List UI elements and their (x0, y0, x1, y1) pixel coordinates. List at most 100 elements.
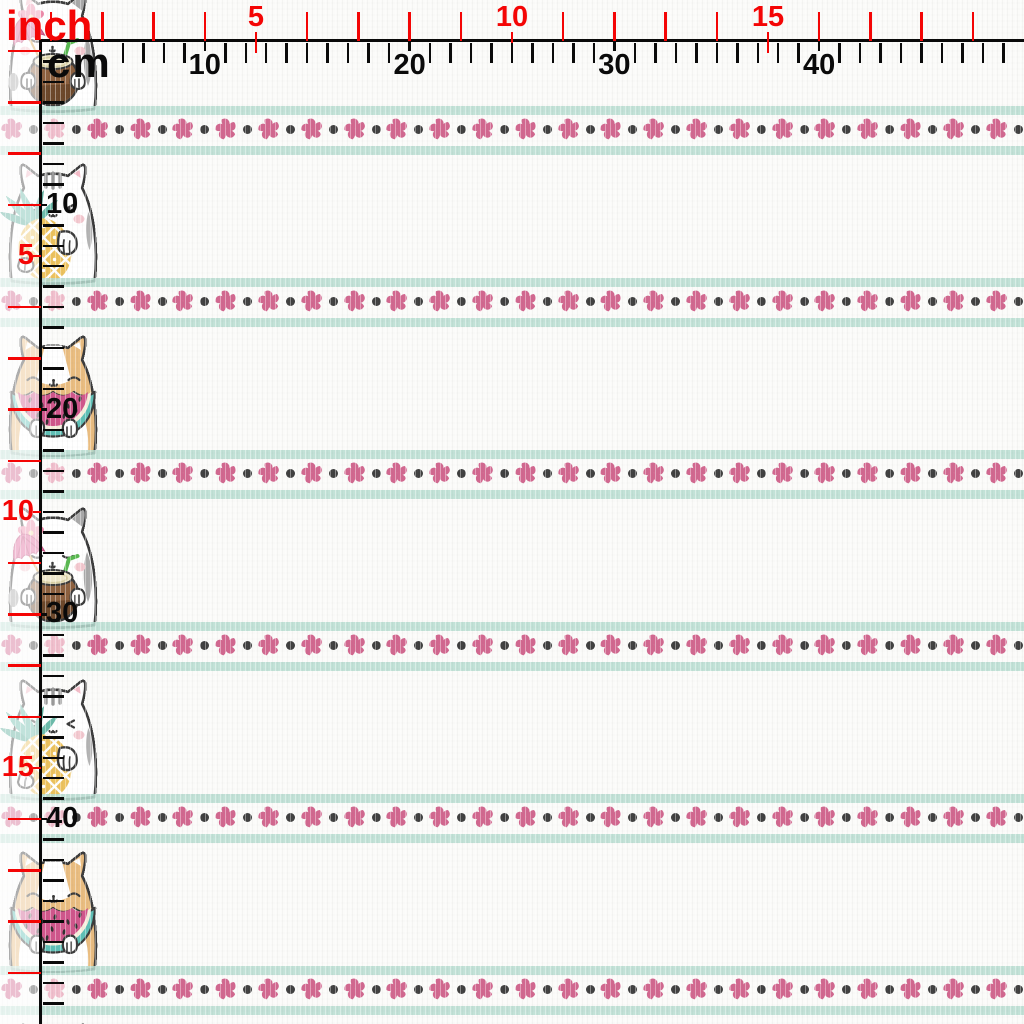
dot-icon (585, 812, 595, 822)
dot-icon (71, 812, 81, 822)
dot-icon (628, 296, 638, 306)
dot-icon (671, 124, 681, 134)
inch-ruler-tick (817, 12, 821, 41)
dot-icon (200, 984, 210, 994)
dot-icon (114, 812, 124, 822)
cm-ruler-tick (428, 43, 432, 63)
dot-icon (799, 640, 809, 650)
cm-ruler-line-left (38, 40, 42, 1024)
mint-stripe (0, 794, 1024, 803)
inch-unit-label: inch (6, 2, 93, 49)
cm-ruler-tick (43, 551, 64, 555)
dot-icon (927, 640, 937, 650)
dot-icon (414, 296, 424, 306)
dot-icon (927, 124, 937, 134)
cm-ruler-tick (43, 224, 64, 227)
dot-icon (1013, 468, 1023, 478)
dot-icon (71, 468, 81, 478)
dot-icon (799, 296, 809, 306)
cm-ruler-tick (654, 43, 657, 63)
cm-ruler-tick (43, 899, 64, 903)
cm-ruler-tick (346, 43, 350, 63)
cm-ruler-tick (43, 736, 64, 739)
cm-ruler-tick (305, 43, 309, 63)
cm-ruler-tick (633, 43, 637, 63)
cm-ruler-tick (43, 101, 64, 104)
cm-ruler-tick (551, 43, 555, 63)
dot-icon (927, 296, 937, 306)
cm-ruler-tick (183, 43, 186, 63)
cm-ruler-tick (43, 756, 64, 759)
cm-ruler-tick (367, 43, 370, 63)
cm-ruler-number: 40 (46, 802, 79, 835)
dot-icon (542, 984, 552, 994)
dot-icon (1013, 124, 1023, 134)
dot-icon (328, 640, 338, 650)
inch-ruler-tick (305, 12, 309, 41)
dot-icon (713, 124, 723, 134)
dot-icon (371, 124, 381, 134)
dot-icon (285, 296, 295, 306)
cm-ruler-tick (43, 305, 64, 309)
dot-icon (799, 124, 809, 134)
cm-ruler-tick (674, 43, 678, 63)
dot-icon (71, 296, 81, 306)
mint-stripe (0, 834, 1024, 843)
dot-icon (542, 640, 552, 650)
dot-icon (885, 468, 895, 478)
dot-icon (842, 640, 852, 650)
cm-ruler-tick (43, 183, 64, 186)
dot-icon (885, 640, 895, 650)
dot-icon (628, 468, 638, 478)
cm-ruler-tick (592, 43, 596, 63)
dot-icon (371, 468, 381, 478)
cm-ruler-tick (43, 858, 64, 862)
inch-ruler-major-tick (33, 510, 41, 514)
dot-icon (585, 296, 595, 306)
inch-ruler-tick (101, 12, 104, 41)
inch-ruler-major-tick (766, 32, 770, 53)
cm-ruler-tick (285, 43, 288, 63)
cm-ruler-tick (326, 43, 329, 63)
cm-ruler-tick (981, 43, 985, 63)
cm-ruler-tick (490, 43, 493, 63)
cm-ruler-tick (43, 346, 64, 350)
dot-icon (200, 296, 210, 306)
dot-icon (328, 468, 338, 478)
dot-icon (414, 468, 424, 478)
cm-ruler-tick (715, 43, 719, 63)
cm-ruler-major-tick (42, 408, 47, 411)
dot-icon (114, 468, 124, 478)
cm-ruler-tick (43, 264, 64, 268)
inch-ruler-tick (8, 817, 41, 821)
cm-ruler-tick (43, 920, 64, 923)
dot-icon (799, 812, 809, 822)
inch-ruler-major-tick (510, 32, 514, 53)
dot-icon (927, 984, 937, 994)
cm-ruler-tick (43, 121, 64, 125)
dot-icon (371, 984, 381, 994)
dot-icon (157, 984, 167, 994)
dot-icon (713, 640, 723, 650)
dot-icon (157, 296, 167, 306)
cm-ruler-major-tick (42, 203, 47, 207)
dot-icon (628, 640, 638, 650)
dot-icon (970, 984, 980, 994)
dot-icon (114, 124, 124, 134)
cm-ruler-tick (43, 80, 64, 84)
cm-ruler-tick (838, 43, 841, 63)
cm-ruler-tick (736, 43, 739, 63)
inch-ruler-tick (357, 12, 360, 41)
dot-icon (1013, 640, 1023, 650)
inch-ruler-major-tick (33, 766, 41, 770)
dot-icon (200, 468, 210, 478)
cm-ruler-tick (449, 43, 452, 63)
dot-icon (842, 296, 852, 306)
dot-icon (970, 296, 980, 306)
cm-ruler-tick (1002, 43, 1005, 63)
mint-stripe (0, 278, 1024, 287)
cm-ruler-tick (756, 43, 759, 63)
mint-stripe (0, 318, 1024, 327)
dot-icon (71, 124, 81, 134)
